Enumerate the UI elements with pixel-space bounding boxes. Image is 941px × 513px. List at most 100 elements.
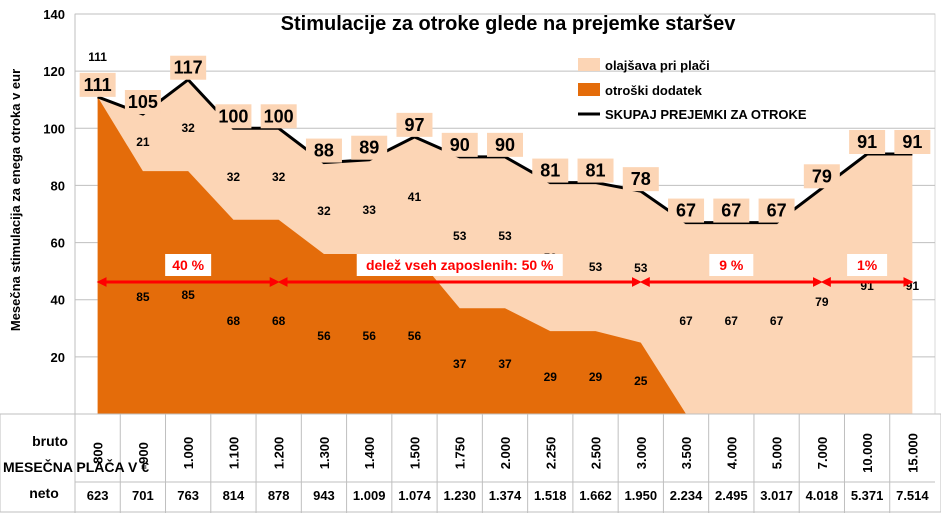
total-label-box (758, 198, 795, 223)
y-tick-label: 60 (51, 236, 65, 251)
total-label: 91 (902, 132, 922, 152)
bruto-tick-label: 1.100 (226, 437, 241, 470)
annotations: 40 % delež vseh zaposlenih: 50 % 9 % 1% (96, 254, 914, 287)
annotation-box (709, 254, 754, 276)
dodatek-label: 68 (272, 314, 286, 328)
olajsava-label: 21 (136, 135, 150, 149)
dodatek-label: 25 (634, 374, 648, 388)
legend: olajšava pri plači otroški dodatek SKUPAJ … (578, 58, 807, 122)
neto-value: 1.374 (489, 488, 522, 503)
dodatek-label: 56 (363, 329, 377, 343)
total-label: 81 (586, 161, 606, 181)
total-label: 79 (812, 166, 832, 186)
total-label: 111 (84, 75, 112, 95)
neto-value: 4.018 (806, 488, 839, 503)
table-frame (0, 413, 941, 513)
total-label-box (894, 130, 931, 154)
neto-value: 943 (313, 488, 335, 503)
annotation-box (356, 254, 563, 276)
total-label-box (849, 130, 886, 154)
olajsava-label: 33 (363, 203, 377, 217)
total-label: 67 (676, 201, 696, 221)
olajsava-label: 53 (453, 229, 467, 243)
neto-value: 701 (132, 488, 154, 503)
bruto-tick-label: 3.500 (679, 437, 694, 470)
neto-value: 1.950 (625, 488, 658, 503)
row-label-bruto: bruto (32, 433, 68, 449)
total-label: 117 (174, 58, 203, 78)
total-label-box (79, 72, 116, 97)
total-label: 100 (218, 106, 248, 126)
olajsava-label: 67 (679, 314, 693, 328)
dodatek-label: 68 (227, 314, 241, 328)
total-label: 105 (128, 92, 158, 112)
y-tick-label: 120 (43, 64, 65, 79)
total-label-box (396, 112, 433, 137)
chart-title: Stimulacije za otroke glede na prejemke … (281, 13, 737, 35)
bruto-tick-label: 800 (91, 442, 106, 464)
total-label: 78 (631, 169, 651, 189)
olajsava-label: 53 (498, 229, 512, 243)
bruto-tick-label: 1.200 (272, 437, 287, 470)
olajsava-label: 53 (634, 261, 648, 275)
bruto-tick-label: 7.000 (815, 437, 830, 470)
total-label-box (124, 90, 161, 114)
olajsava-label: 79 (815, 295, 829, 309)
neto-value: 2.495 (715, 488, 748, 503)
total-label-box (803, 164, 840, 189)
olajsava-label: 111 (88, 50, 107, 64)
y-tick-label: 20 (51, 350, 65, 365)
dodatek-label: 56 (408, 329, 422, 343)
bruto-tick-label: 5.000 (770, 437, 785, 470)
neto-value: 878 (268, 488, 290, 503)
total-label-box (487, 132, 523, 157)
dodatek-label: 37 (498, 357, 512, 371)
olajsava-label: 41 (408, 190, 422, 204)
legend-swatch-olajsava (578, 58, 600, 71)
bruto-tick-label: 2.250 (543, 437, 558, 470)
otroski-dodatek-area (97, 96, 913, 414)
total-label: 88 (314, 141, 334, 161)
annotation-label: 40 % (172, 257, 204, 273)
annotation-box (847, 254, 888, 276)
total-label-box (668, 198, 705, 223)
total-label-box (260, 104, 297, 129)
neto-value: 1.009 (353, 488, 386, 503)
olajsava-label: 53 (589, 260, 603, 274)
x-axis-title: MESEČNA PLAČA V € (3, 458, 149, 475)
total-label-box (713, 198, 750, 223)
bruto-tick-label: 1.300 (317, 437, 332, 470)
total-label-box (577, 158, 614, 183)
olajsava-label: 67 (725, 314, 739, 328)
total-label-box (215, 104, 252, 129)
legend-label-skupaj: SKUPAJ PREJEMKI ZA OTROKE (605, 107, 807, 122)
annotation-label: 1% (857, 257, 878, 273)
dodatek-label: 85 (181, 288, 195, 302)
neto-value: 763 (177, 488, 199, 503)
data-labels: 111 105 117 100 100 88 89 97 90 90 81 81 78 67 67 67 79 9… (79, 50, 931, 388)
neto-value: 3.017 (760, 488, 793, 503)
olajsava-label: 32 (272, 170, 286, 184)
y-axis-label: Mesečna stimulacija za enega otroka v eu… (8, 69, 23, 331)
annotation-label: delež vseh zaposlenih: 50 % (366, 257, 554, 273)
total-label: 67 (721, 201, 741, 221)
legend-swatch-dodatek (578, 83, 600, 96)
neto-value: 1.230 (443, 488, 476, 503)
bruto-tick-label: 900 (136, 442, 151, 464)
legend-label-dodatek: otroški dodatek (605, 83, 703, 98)
total-label: 67 (767, 201, 787, 221)
neto-value: 1.074 (398, 488, 431, 503)
total-label-box (351, 135, 388, 160)
dodatek-label: 29 (589, 370, 603, 384)
neto-value: 1.662 (579, 488, 612, 503)
total-label: 90 (495, 135, 515, 155)
dodatek-label: 56 (317, 329, 331, 343)
y-axis: 20 40 60 80 100 120 140 (43, 7, 65, 365)
total-label: 100 (264, 106, 294, 126)
total-label-box (170, 55, 207, 80)
olajsava-label: 32 (181, 121, 195, 135)
y-tick-label: 40 (51, 293, 65, 308)
neto-value: 814 (223, 488, 245, 503)
dodatek-label: 37 (453, 357, 467, 371)
